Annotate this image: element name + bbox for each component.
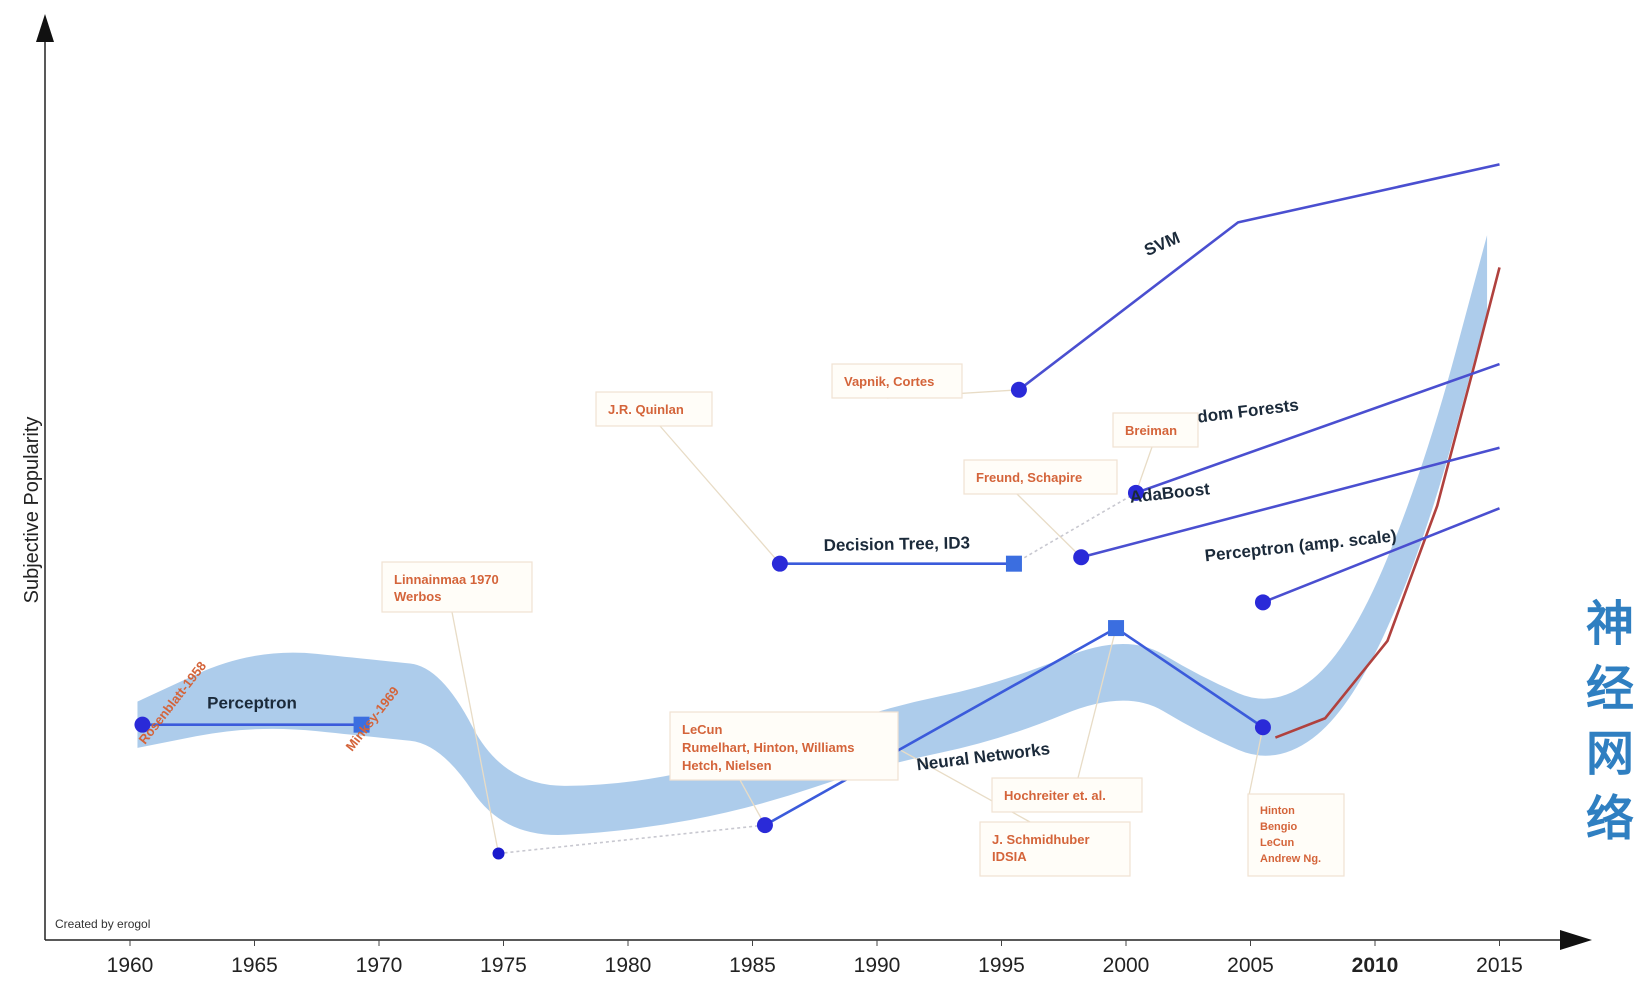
series-line [1135, 362, 1500, 495]
x-tick-label: 2005 [1227, 954, 1274, 977]
annotation-text: J. Schmidhuber [992, 832, 1090, 847]
annotation-text: Breiman [1125, 423, 1177, 438]
x-tick-label: 2015 [1476, 954, 1523, 977]
x-axis-ticks: 1960 1965 1970 1975 1980 1985 1990 1995 2000 2005… [107, 940, 1523, 977]
x-tick-label: 1995 [978, 954, 1025, 977]
annotation-text: Hinton [1260, 805, 1295, 817]
annotation-box [991, 777, 1143, 813]
annotation-box [979, 821, 1131, 877]
series-line [498, 824, 766, 855]
annotation-text: J.R. Quinlan [608, 402, 684, 417]
annotation-leader [451, 611, 500, 854]
series-point [1010, 381, 1027, 398]
annotation-leader [1247, 727, 1264, 801]
annotation-text: Bengio [1260, 821, 1298, 833]
annotation-text: LeCun [682, 722, 723, 737]
series-point [1108, 620, 1125, 637]
series-point [492, 847, 505, 860]
x-tick-label: 1970 [356, 954, 403, 977]
side-char: 络 [1586, 791, 1634, 847]
y-axis-label: Subjective Popularity [21, 417, 43, 604]
x-tick-label: 1960 [107, 954, 154, 977]
annotation-text: LeCun [1260, 837, 1295, 849]
series-line [1274, 267, 1501, 739]
annotation-text: IDSIA [992, 849, 1027, 864]
credit-text: Created by erogol [55, 917, 150, 931]
series-lines [142, 163, 1501, 855]
annotation-box [669, 711, 899, 781]
annotation-leader [659, 425, 781, 565]
annotation-box [1247, 793, 1345, 877]
x-tick-label: 1990 [854, 954, 901, 977]
series-point [1127, 484, 1144, 501]
series-label: SVM [1141, 228, 1182, 260]
series-markers [134, 381, 1271, 860]
x-tick-label: 2010 [1352, 954, 1399, 977]
series-label: Decision Tree, ID3 [823, 533, 970, 555]
axes [36, 14, 1592, 950]
y-axis-arrow-icon [36, 14, 54, 42]
annotation-text: Freund, Schapire [976, 470, 1082, 485]
side-char: 网 [1586, 726, 1634, 782]
annotation-box [1112, 412, 1199, 448]
neural-network-trend-band [137, 235, 1488, 836]
annotation-box [963, 459, 1118, 495]
side-char: 经 [1586, 661, 1634, 717]
series-point [134, 716, 151, 733]
x-tick-label: 2000 [1103, 954, 1150, 977]
annotation-text: Hochreiter et. al. [1004, 788, 1106, 803]
x-tick-label: 1980 [605, 954, 652, 977]
annotation-box [381, 561, 533, 613]
annotation-text: Andrew Ng. [1260, 853, 1321, 865]
x-tick-label: 1985 [729, 954, 776, 977]
series-line [1262, 507, 1500, 604]
series-point [756, 817, 773, 834]
series-line [1018, 163, 1500, 391]
series-point [353, 716, 370, 733]
series-label: Perceptron [207, 694, 297, 713]
annotation-text: Linnainmaa 1970 [394, 572, 499, 587]
annotation-text: Hetch, Nielsen [682, 758, 772, 773]
annotation-leader [1077, 627, 1117, 779]
annotation-leader [739, 779, 766, 826]
annotation-leader [1135, 446, 1153, 494]
series-point [1254, 719, 1271, 736]
side-char: 神 [1586, 596, 1634, 652]
annotation-text: Werbos [394, 589, 441, 604]
series-point [771, 555, 788, 572]
x-axis-arrow-icon [1560, 930, 1592, 950]
series-point [1073, 549, 1090, 566]
x-tick-label: 1965 [231, 954, 278, 977]
annotation-text: Vapnik, Cortes [844, 374, 934, 389]
annotation-text: Rumelhart, Hinton, Williams [682, 740, 855, 755]
series-point [1005, 555, 1022, 572]
series-line [1080, 446, 1500, 559]
side-text: 神 经 网 络 [1586, 596, 1634, 847]
annotation-box [595, 391, 713, 427]
annotation-box [831, 363, 963, 399]
annotation-leader [1016, 493, 1082, 558]
series-label: AdaBoost [1129, 479, 1211, 506]
x-tick-label: 1975 [480, 954, 527, 977]
series-point [1254, 594, 1271, 611]
